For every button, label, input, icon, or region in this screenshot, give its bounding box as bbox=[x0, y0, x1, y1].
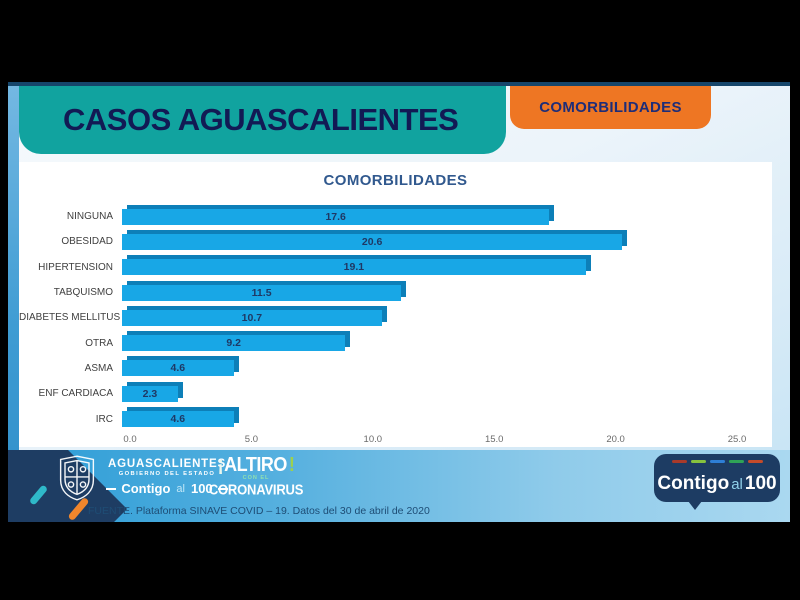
bar-value-label: 17.6 bbox=[325, 210, 346, 223]
bar-value-label: 19.1 bbox=[343, 261, 365, 274]
bar-value-label: 9.2 bbox=[226, 337, 241, 350]
category-label: HIPERTENSION bbox=[38, 261, 113, 273]
category-label: NINGUNA bbox=[66, 211, 113, 223]
badge-color-dashes bbox=[654, 460, 780, 463]
slogan-word: 100 bbox=[190, 481, 213, 496]
top-accent-line bbox=[8, 82, 790, 86]
presentation-slide: CASOS AGUASCALIENTES COMORBILIDADES COMO… bbox=[8, 82, 790, 522]
badge-word: 100 bbox=[744, 473, 777, 494]
category-label: ASMA bbox=[84, 362, 113, 374]
bar: 4.6 bbox=[122, 411, 234, 428]
government-slogan: Contigo al 100 bbox=[106, 481, 228, 496]
campaign-subtitle: CON EL bbox=[242, 475, 270, 481]
badge-dash bbox=[747, 460, 763, 463]
badge-dash bbox=[709, 460, 725, 463]
campaign-title: ¡ALTIRO! bbox=[200, 452, 312, 476]
bar-value-label: 11.5 bbox=[251, 286, 272, 299]
chart-row: TABQUISMO 11.5 bbox=[19, 280, 772, 305]
slogan-word: Contigo bbox=[121, 481, 171, 496]
x-axis: 0.0 5.0 10.0 15.0 20.0 25.0 bbox=[123, 434, 746, 448]
exclamation-mark-icon: ¡ bbox=[217, 452, 224, 476]
government-subtitle: GOBIERNO DEL ESTADO bbox=[118, 471, 216, 477]
bar: 9.2 bbox=[122, 335, 346, 352]
bar: 20.6 bbox=[122, 233, 623, 250]
bar-value-label: 4.6 bbox=[170, 362, 186, 375]
badge-dash bbox=[671, 460, 687, 463]
bar: 4.6 bbox=[122, 360, 234, 377]
x-tick-label: 20.0 bbox=[606, 434, 625, 445]
x-tick-label: 5.0 bbox=[244, 434, 258, 445]
badge-text: Contigo al 100 bbox=[654, 473, 780, 495]
bar-track: 4.6 bbox=[122, 411, 729, 428]
bar-value-label: 4.6 bbox=[170, 413, 186, 426]
campaign-title-text: ALTIRO bbox=[224, 452, 287, 476]
bar-track: 19.1 bbox=[122, 259, 729, 276]
coat-of-arms-icon bbox=[59, 455, 95, 501]
category-label: IRC bbox=[95, 413, 113, 425]
chart-row: OBESIDAD 20.6 bbox=[19, 229, 772, 254]
x-tick-label: 10.0 bbox=[363, 434, 383, 445]
bar: 11.5 bbox=[122, 284, 402, 301]
slide-title: CASOS AGUASCALIENTES bbox=[63, 102, 459, 137]
badge-dash bbox=[690, 460, 706, 463]
exclamation-mark-icon: ! bbox=[288, 452, 295, 476]
bar-track: 2.3 bbox=[122, 385, 729, 402]
badge-word: Contigo bbox=[657, 473, 730, 494]
chart-row: ENF CARDIACA 2.3 bbox=[19, 381, 772, 406]
badge-dash bbox=[728, 460, 744, 463]
bar-track: 20.6 bbox=[122, 233, 729, 250]
section-tab-label: COMORBILIDADES bbox=[539, 99, 682, 116]
bar-track: 11.5 bbox=[122, 284, 729, 301]
government-name: AGUASCALIENTES bbox=[108, 458, 226, 470]
bar: 10.7 bbox=[122, 309, 382, 326]
campaign-bottom-text: CORONAVIRUS bbox=[208, 480, 304, 499]
bar-value-label: 10.7 bbox=[241, 311, 263, 324]
bar: 2.3 bbox=[122, 385, 178, 402]
category-label: TABQUISMO bbox=[53, 287, 113, 299]
left-accent-stripe bbox=[8, 86, 19, 522]
x-tick-label: 15.0 bbox=[484, 434, 504, 445]
chart-row: ASMA 4.6 bbox=[19, 356, 772, 381]
government-logo: AGUASCALIENTES GOBIERNO DEL ESTADO Conti… bbox=[106, 458, 228, 496]
campaign-logo: ¡ALTIRO! CON EL CORONAVIRUS bbox=[200, 452, 312, 499]
slide-footer: AGUASCALIENTES GOBIERNO DEL ESTADO Conti… bbox=[8, 450, 790, 522]
x-tick-label: 25.0 bbox=[727, 434, 747, 445]
chart-row: DIABETES MELLITUS 10.7 bbox=[19, 305, 772, 330]
category-label: ENF CARDIACA bbox=[38, 388, 113, 400]
source-note: FUENTE. Plataforma SINAVE COVID – 19. Da… bbox=[88, 505, 430, 517]
x-tick-label: 0.0 bbox=[123, 434, 137, 445]
bar-track: 10.7 bbox=[122, 309, 729, 326]
category-label: DIABETES MELLITUS bbox=[19, 312, 121, 324]
section-tab: COMORBILIDADES bbox=[510, 86, 711, 129]
bar-value-label: 2.3 bbox=[142, 387, 158, 400]
bar-chart: NINGUNA 17.6 OBESIDAD 20.6 HIPERTENSION … bbox=[19, 204, 772, 432]
slide-header: CASOS AGUASCALIENTES bbox=[19, 86, 506, 154]
contigo-al-100-badge: Contigo al 100 bbox=[654, 454, 780, 510]
bar-track: 9.2 bbox=[122, 335, 729, 352]
bar-track: 17.6 bbox=[122, 208, 729, 225]
chart-panel: COMORBILIDADES NINGUNA 17.6 OBESIDAD 20.… bbox=[19, 162, 772, 447]
chart-row: OTRA 9.2 bbox=[19, 330, 772, 355]
badge-word: al bbox=[731, 476, 743, 493]
bar-value-label: 20.6 bbox=[361, 235, 383, 248]
chart-title: COMORBILIDADES bbox=[323, 172, 468, 189]
bar: 17.6 bbox=[122, 208, 550, 225]
category-label: OTRA bbox=[85, 337, 113, 349]
chart-row: IRC 4.6 bbox=[19, 406, 772, 431]
bar: 19.1 bbox=[122, 259, 586, 276]
category-label: OBESIDAD bbox=[61, 236, 113, 248]
chart-row: HIPERTENSION 19.1 bbox=[19, 255, 772, 280]
chart-row: NINGUNA 17.6 bbox=[19, 204, 772, 229]
slogan-word: al bbox=[176, 482, 185, 495]
bar-track: 4.6 bbox=[122, 360, 729, 377]
